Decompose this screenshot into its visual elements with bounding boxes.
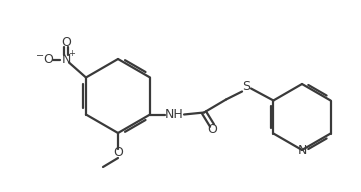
Text: NH: NH	[165, 108, 183, 121]
Text: O: O	[43, 53, 53, 66]
Text: O: O	[61, 36, 71, 49]
Text: O: O	[207, 123, 217, 136]
Text: O: O	[113, 146, 123, 160]
Text: −: −	[36, 50, 44, 60]
Text: N: N	[297, 143, 307, 156]
Text: N: N	[61, 53, 71, 66]
Text: S: S	[242, 80, 250, 93]
Text: +: +	[68, 49, 75, 58]
